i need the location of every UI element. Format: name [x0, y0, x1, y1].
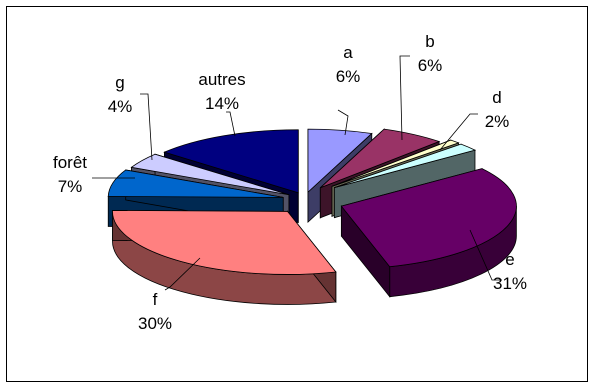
- slice-percent-g: 4%: [108, 97, 133, 116]
- slice-top: [307, 128, 373, 194]
- leader-line-d: [439, 113, 478, 151]
- leader-line-e: [469, 229, 502, 281]
- slice-top: [320, 128, 441, 189]
- slice-percent-a: 6%: [336, 67, 361, 86]
- leader-line-f: [164, 257, 201, 291]
- slice-label-a: a: [343, 43, 353, 62]
- pie-slice-f: [112, 210, 337, 305]
- slice-label-f: f: [153, 290, 158, 309]
- leader-line-b: [399, 55, 410, 141]
- slice-top: [334, 143, 477, 189]
- slice-percent-autres: 14%: [205, 94, 239, 113]
- leader-line-a: [337, 109, 349, 136]
- slice-top: [112, 210, 337, 275]
- slice-top: [340, 168, 517, 268]
- slice-top: [130, 153, 290, 196]
- slice-percent-b: 6%: [418, 56, 443, 75]
- slice-top: [331, 139, 460, 187]
- slice-top: [163, 129, 299, 194]
- leader-line-autres: [226, 111, 236, 137]
- slice-label-e: e: [505, 250, 514, 269]
- slice-label-forêt: forêt: [53, 153, 87, 172]
- slice-label-autres: autres: [198, 70, 245, 89]
- pie-slice-e: [340, 168, 517, 298]
- slice-top: [107, 169, 284, 198]
- slice-label-b: b: [425, 32, 434, 51]
- slice-percent-f: 30%: [138, 314, 172, 333]
- slice-percent-e: 31%: [493, 274, 527, 293]
- leader-line-g: [140, 93, 153, 161]
- slice-percent-d: 2%: [485, 112, 510, 131]
- slice-label-g: g: [115, 73, 124, 92]
- slice-percent-forêt: 7%: [58, 177, 83, 196]
- slice-label-d: d: [492, 88, 501, 107]
